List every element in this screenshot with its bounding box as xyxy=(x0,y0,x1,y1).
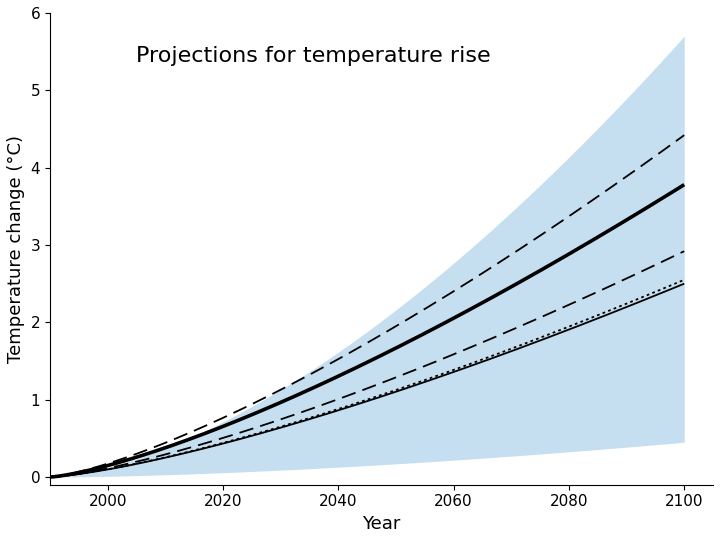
Text: Projections for temperature rise: Projections for temperature rise xyxy=(136,46,491,66)
Y-axis label: Temperature change (°C): Temperature change (°C) xyxy=(7,135,25,363)
X-axis label: Year: Year xyxy=(362,515,401,533)
